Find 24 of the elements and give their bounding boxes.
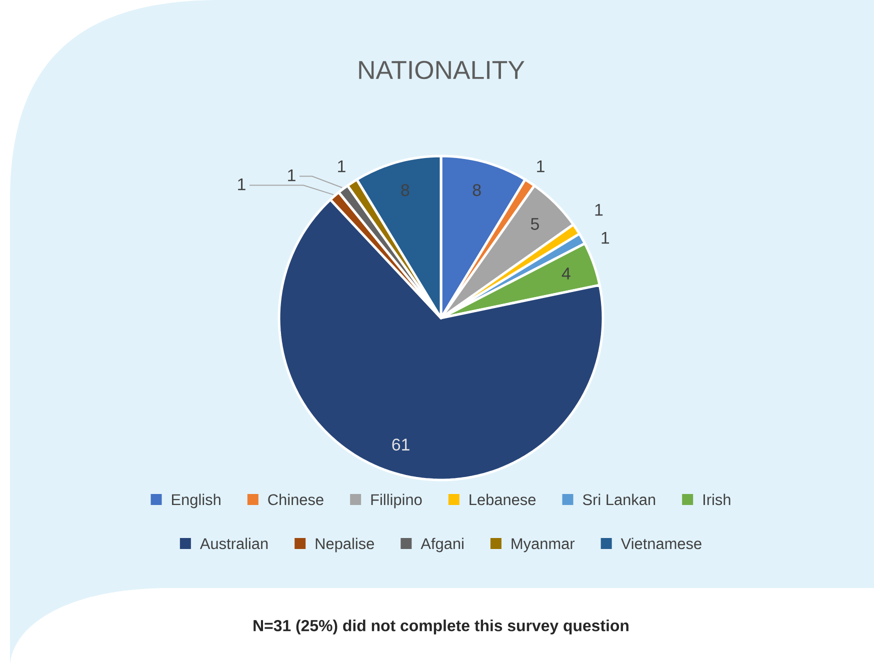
legend-label: Myanmar [512,538,575,552]
data-label: 8 [401,184,410,196]
legend-label: Afgani [420,538,464,552]
data-label: 1 [238,178,246,190]
legend-label: English [172,494,220,508]
data-label: 8 [472,184,481,196]
legend-label: Sri Lankan [582,494,656,506]
data-label: 5 [530,218,539,230]
data-label: 1 [602,232,610,244]
text: N=31 (25%) did not complete this survey question [254,620,628,634]
data-label: 1 [288,169,296,182]
data-label: 1 [338,160,346,172]
legend-label: Nepalise [316,538,374,552]
data-label: 61 [392,438,410,451]
legend-label: Chinese [268,494,324,506]
legend-label: Australian [200,538,268,550]
legend-label: Irish [703,494,730,506]
data-label: 4 [562,268,570,280]
legend-label: Vietnamese [620,538,702,550]
legend-label: Fillipino [371,494,422,508]
chart-title: NATIONALITY [359,60,524,80]
legend-label: Lebanese [470,494,536,506]
data-label: 1 [537,160,544,172]
data-label: 1 [595,204,603,216]
